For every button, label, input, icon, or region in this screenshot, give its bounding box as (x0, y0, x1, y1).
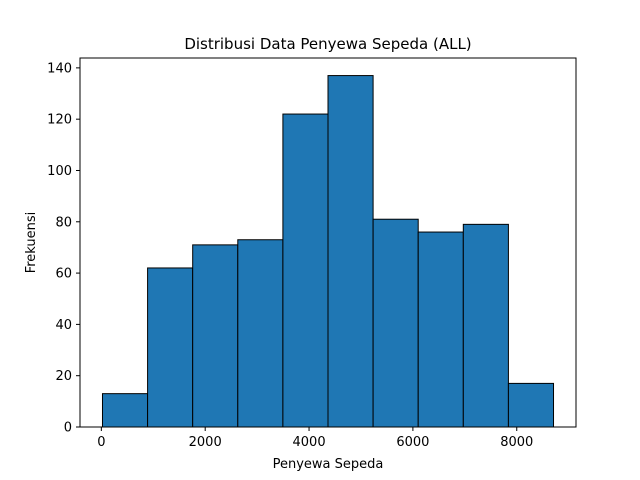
bars-group (101, 75, 555, 428)
plot-frame (79, 57, 577, 428)
histogram-bar (507, 382, 555, 428)
y-tick-label: 140 (47, 61, 72, 76)
histogram-bar (237, 239, 284, 428)
y-axis-label: Frekuensi (24, 212, 39, 274)
x-axis-label: Penyewa Sepeda (273, 457, 384, 472)
x-tick-label: 2000 (189, 435, 222, 450)
x-tick-label: 0 (97, 435, 105, 450)
y-tick-label: 60 (55, 267, 72, 282)
x-axis-ticks: 0 2000 4000 6000 8000 (97, 427, 533, 450)
histogram-bar (101, 393, 149, 428)
histogram-bar (462, 223, 509, 428)
y-tick-label: 40 (55, 318, 72, 333)
histogram-bar (372, 218, 419, 428)
x-tick-label: 8000 (500, 435, 533, 450)
y-tick-label: 120 (47, 113, 72, 128)
y-axis-ticks: 0 20 40 60 80 100 120 140 (47, 61, 80, 436)
y-tick-label: 0 (64, 421, 72, 436)
histogram-bar (147, 267, 194, 428)
x-tick-label: 4000 (293, 435, 326, 450)
histogram-bar (282, 113, 329, 428)
chart-title: Distribusi Data Penyewa Sepeda (ALL) (184, 35, 471, 53)
y-tick-label: 100 (47, 164, 72, 179)
y-tick-label: 20 (55, 369, 72, 384)
x-tick-label: 6000 (396, 435, 429, 450)
histogram-bar (192, 244, 239, 428)
histogram-bar (327, 75, 374, 428)
histogram-bar (417, 231, 464, 428)
y-tick-label: 80 (55, 215, 72, 230)
